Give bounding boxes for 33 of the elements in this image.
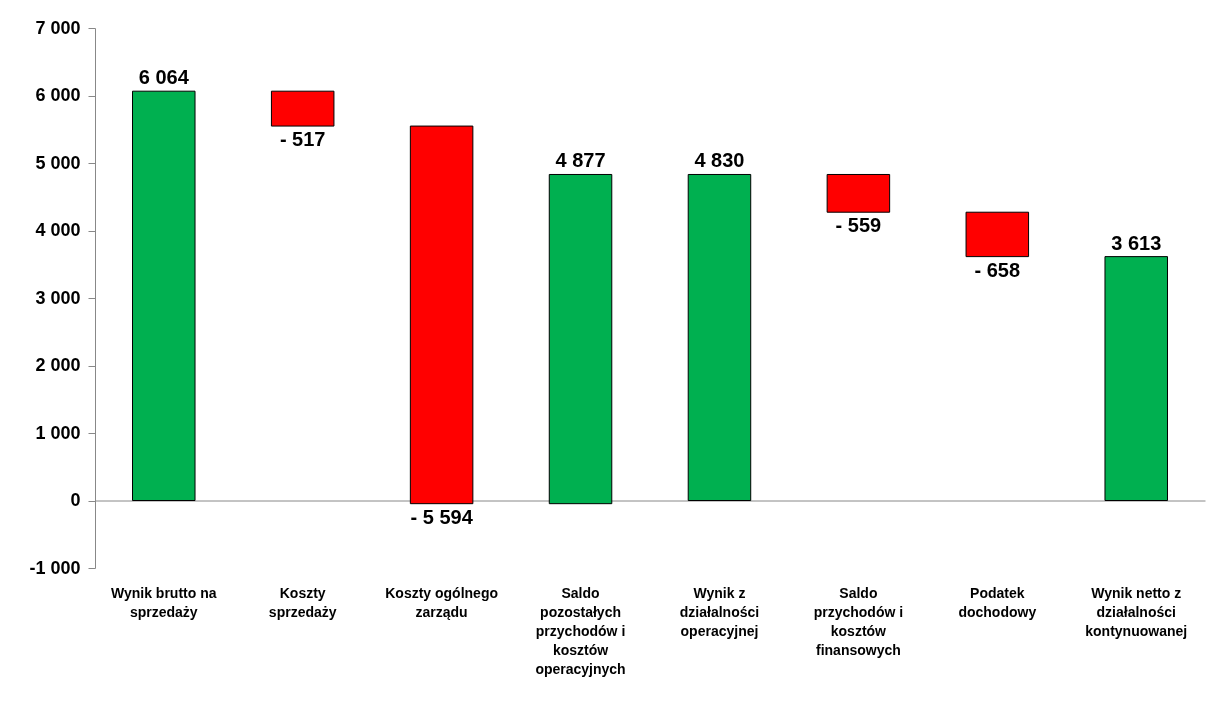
y-tick-label: 3 000 [35,287,81,308]
x-tick-label: Wynik netto z działalności kontynuowanej [1085,584,1188,639]
bar [826,173,891,213]
y-tick-label: 1 000 [35,422,81,443]
y-tick-label: 2 000 [35,355,81,375]
y-tick-label: 0 [70,490,81,510]
data-label: - 658 [974,258,1021,281]
x-tick-label: Podatek dochodowy [958,584,1037,620]
data-label: 4 830 [694,149,745,172]
data-label: 4 877 [555,149,606,172]
data-label: - 5 594 [410,505,474,528]
bar [1104,256,1168,501]
data-label: - 559 [835,214,882,237]
y-tick-label: 4 000 [35,220,81,240]
data-label: - 517 [279,128,326,151]
data-label: 3 613 [1111,231,1162,254]
x-tick-label: Koszty sprzedaży [268,584,337,620]
data-label: 6 064 [138,66,190,89]
y-tick-label: 7 000 [35,17,81,38]
x-tick-label: Koszty ogólnego zarządu [385,584,499,620]
bar [548,173,613,505]
x-tick-label: Saldo pozostałych przychodów i kosztów operacyjnych [535,584,626,677]
bar [687,173,752,501]
bar [965,211,1030,258]
bar [409,125,474,505]
x-tick-label: Wynik brutto na sprzedaży [111,584,217,620]
y-tick-label: 6 000 [35,85,81,105]
y-tick-label: -1 000 [29,557,81,578]
y-tick-label: 5 000 [35,152,81,173]
x-tick-label: Wynik z działalności operacyjnej [679,584,760,639]
bar [132,90,196,501]
x-tick-label: Saldo przychodów i kosztów finansowych [813,584,904,658]
bar [270,90,335,127]
